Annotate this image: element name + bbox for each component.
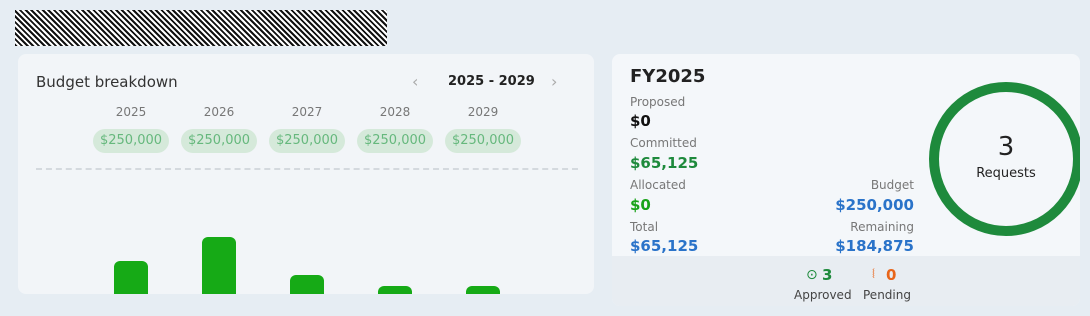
item-value: $65,125 xyxy=(630,237,699,255)
item-label: Remaining xyxy=(850,220,914,234)
year-label: 2029 xyxy=(467,105,499,119)
item-value: $184,875 xyxy=(835,237,914,255)
amount-pill: $250,000 xyxy=(93,129,169,153)
budget-card: Budget breakdown ‹ 2025 - 2029 › 2025 $25… xyxy=(18,54,594,294)
year-label: 2025 xyxy=(115,105,147,119)
requests-label: Requests xyxy=(976,166,1036,181)
item-value: $0 xyxy=(630,112,651,130)
item-value: $65,125 xyxy=(630,154,699,172)
item-label: Committed xyxy=(630,136,697,150)
summary-card: FY2025 Proposed $0 Committed $65,125 All… xyxy=(612,54,1080,306)
item-label: Budget xyxy=(870,178,914,192)
pending-count: 0 xyxy=(886,266,897,284)
amount-pill: $250,000 xyxy=(181,129,257,153)
year-range: 2025 - 2029 xyxy=(448,74,535,89)
item-value: $250,000 xyxy=(835,196,914,214)
approved-label: Approved xyxy=(794,288,852,302)
year-label: 2026 xyxy=(203,105,235,119)
amount-pill: $250,000 xyxy=(269,129,345,153)
item-value: $0 xyxy=(630,196,651,214)
item-label: Total xyxy=(630,220,659,234)
approved-icon: ⊙ xyxy=(806,267,818,283)
requests-count: 3 xyxy=(997,132,1015,162)
year-label: 2027 xyxy=(291,105,323,119)
bar xyxy=(114,261,148,294)
fy-title: FY2025 xyxy=(630,66,706,87)
next-button[interactable]: › xyxy=(551,72,558,91)
status-bar xyxy=(612,256,1080,306)
pending-label: Pending xyxy=(863,288,911,302)
amount-pill: $250,000 xyxy=(445,129,521,153)
year-label: 2028 xyxy=(379,105,411,119)
bar xyxy=(290,275,324,294)
prev-button[interactable]: ‹ xyxy=(412,72,419,91)
divider xyxy=(36,168,578,170)
bar xyxy=(378,286,412,294)
item-label: Proposed xyxy=(630,95,686,109)
requests-ring xyxy=(929,82,1080,236)
item-label: Allocated xyxy=(630,178,686,192)
pending-icon: ⧙ xyxy=(872,266,875,282)
approved-count: 3 xyxy=(822,266,833,284)
card-title: Budget breakdown xyxy=(36,73,178,91)
amount-pill: $250,000 xyxy=(357,129,433,153)
redacted-title xyxy=(15,10,387,46)
bar xyxy=(202,237,236,294)
bar xyxy=(466,286,500,294)
